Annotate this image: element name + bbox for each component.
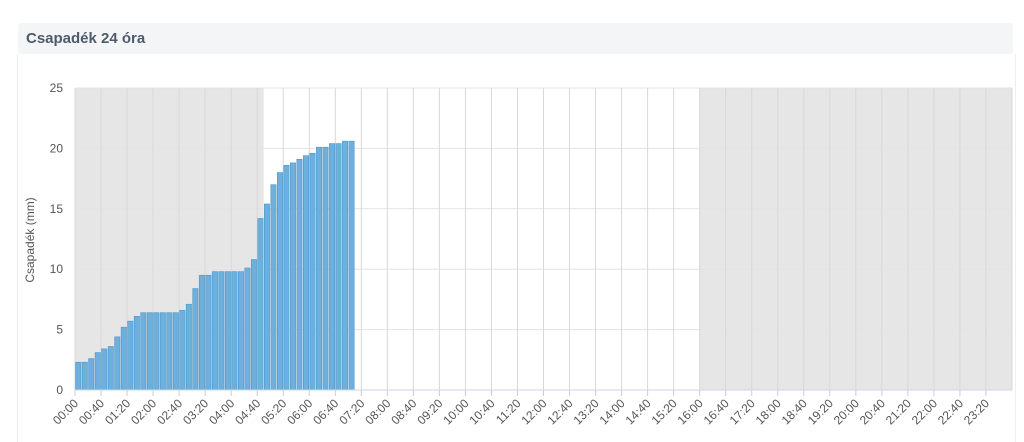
x-tick-label: 08:40 [388, 396, 419, 427]
bar [322, 146, 329, 391]
x-tick-label: 03:20 [180, 396, 211, 427]
x-tick-label: 23:20 [961, 396, 992, 427]
x-tick-label: 09:20 [414, 396, 445, 427]
bar [127, 320, 134, 391]
bar [244, 267, 251, 391]
x-tick-label: 19:20 [805, 396, 836, 427]
x-tick-label: 18:40 [779, 396, 810, 427]
y-tick-label: 5 [56, 323, 63, 337]
y-axis-title: Csapadék (mm) [23, 197, 37, 282]
bar [257, 218, 264, 391]
bar [107, 346, 114, 391]
bar [270, 184, 277, 391]
x-tick-label: 11:20 [493, 396, 524, 427]
panel-title: Csapadék 24 óra [26, 30, 146, 47]
panel-header: Csapadék 24 óra [18, 23, 1013, 54]
x-tick-label: 20:00 [831, 396, 862, 427]
bar [329, 143, 335, 391]
x-tick-label: 08:00 [362, 396, 393, 427]
bar [159, 312, 166, 391]
x-tick-label: 07:20 [336, 396, 367, 427]
x-tick-label: 18:00 [753, 396, 784, 427]
bar [101, 348, 108, 391]
bar [172, 312, 179, 391]
x-tick-label: 05:20 [258, 396, 289, 427]
x-tick-label: 15:20 [649, 396, 680, 427]
x-tick-label: 06:00 [284, 396, 315, 427]
x-tick-label: 14:00 [597, 396, 628, 427]
y-tick-label: 10 [50, 262, 64, 276]
bar [264, 203, 270, 391]
bar [309, 152, 316, 391]
x-tick-label: 16:40 [701, 396, 732, 427]
x-tick-label: 01:20 [102, 396, 133, 427]
x-tick-label: 16:00 [675, 396, 706, 427]
x-tick-label: 10:00 [440, 396, 471, 427]
x-tick-label: 20:40 [857, 396, 888, 427]
x-tick-label: 13:20 [571, 396, 602, 427]
bar [140, 312, 147, 391]
bar [114, 336, 121, 391]
y-tick-label: 15 [50, 202, 64, 216]
panel-frame [17, 54, 1016, 442]
x-tick-label: 17:20 [727, 396, 758, 427]
bar [166, 312, 173, 391]
x-tick-label: 00:40 [76, 396, 107, 427]
x-tick-label: 02:00 [128, 396, 159, 427]
bar [192, 288, 199, 391]
bar [146, 312, 153, 391]
x-tick-label: 02:40 [154, 396, 185, 427]
x-tick-label: 06:40 [310, 396, 341, 427]
bar [133, 316, 140, 391]
x-tick-label: 10:40 [466, 396, 497, 427]
y-tick-label: 25 [50, 81, 64, 95]
bar [179, 309, 186, 391]
bar [88, 358, 95, 391]
bar [348, 140, 355, 391]
x-tick-label: 12:00 [518, 396, 549, 427]
bar [303, 155, 309, 391]
bar [283, 165, 290, 391]
bar [224, 271, 231, 391]
bar [75, 361, 82, 391]
bar [237, 271, 244, 391]
x-tick-label: 21:20 [883, 396, 914, 427]
y-tick-label: 0 [56, 383, 63, 397]
x-tick-label: 04:40 [232, 396, 263, 427]
bar [198, 274, 205, 391]
bar [231, 271, 238, 391]
y-tick-label: 20 [50, 141, 64, 155]
bar [120, 326, 127, 391]
bar [277, 172, 283, 391]
x-tick-label: 04:00 [206, 396, 237, 427]
bar [316, 146, 322, 391]
bar [94, 352, 101, 391]
x-tick-label: 22:40 [935, 396, 966, 427]
bar [250, 259, 257, 391]
bar [335, 143, 342, 391]
x-tick-label: 12:40 [545, 396, 576, 427]
bar [342, 140, 348, 391]
bar [218, 271, 225, 391]
bar [81, 361, 88, 391]
x-tick-label: 14:40 [623, 396, 654, 427]
bar [153, 312, 160, 391]
x-tick-label: 22:00 [909, 396, 940, 427]
bar [296, 158, 303, 391]
bar [211, 271, 218, 391]
x-tick-label: 00:00 [50, 396, 81, 427]
bar [205, 274, 212, 391]
bar [290, 162, 296, 391]
bar [185, 303, 192, 391]
